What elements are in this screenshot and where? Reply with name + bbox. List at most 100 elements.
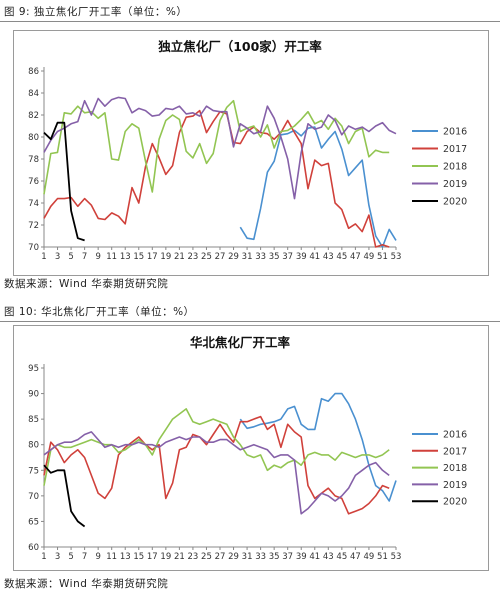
y-tick-label: 84 (28, 89, 39, 99)
x-tick-label: 41 (309, 252, 320, 262)
series-line-2017 (43, 109, 390, 248)
legend-label-2020: 2020 (443, 497, 467, 508)
x-tick-label: 35 (269, 552, 280, 562)
x-tick-label: 51 (377, 552, 388, 562)
y-tick-label: 85 (28, 415, 39, 425)
y-tick-label: 78 (28, 155, 39, 165)
x-tick-label: 25 (201, 552, 212, 562)
y-tick-label: 72 (28, 221, 39, 231)
x-tick-label: 37 (282, 552, 293, 562)
x-tick-label: 35 (269, 252, 280, 262)
legend-label-2019: 2019 (443, 480, 467, 491)
legend-label-2018: 2018 (443, 162, 467, 173)
chart-title: 华北焦化厂开工率 (190, 335, 291, 350)
x-tick-label: 13 (120, 252, 131, 262)
x-tick-label: 39 (296, 552, 307, 562)
series-line-2020 (43, 464, 86, 528)
x-tick-label: 45 (336, 252, 347, 262)
x-tick-label: 17 (147, 552, 158, 562)
x-tick-label: 1 (41, 252, 46, 262)
x-tick-label: 11 (106, 252, 117, 262)
series-line-2017 (43, 415, 390, 515)
figure-10-source: 数据来源：Wind 华泰期货研究院 (4, 578, 169, 590)
y-tick-label: 70 (28, 492, 39, 502)
y-tick-label: 65 (28, 517, 39, 527)
x-tick-label: 43 (323, 252, 334, 262)
y-tick-label: 80 (28, 441, 39, 451)
x-tick-label: 43 (323, 552, 334, 562)
x-tick-label: 21 (174, 552, 185, 562)
x-tick-label: 17 (147, 252, 158, 262)
series-line-2016 (239, 126, 397, 248)
x-tick-label: 23 (188, 252, 199, 262)
x-tick-label: 33 (255, 252, 266, 262)
x-tick-label: 31 (242, 252, 253, 262)
y-tick-label: 82 (28, 111, 39, 121)
x-tick-label: 45 (336, 552, 347, 562)
legend-label-2017: 2017 (443, 144, 467, 155)
x-tick-label: 53 (391, 552, 402, 562)
x-tick-label: 39 (296, 252, 307, 262)
x-tick-label: 1 (41, 552, 46, 562)
caption-divider (0, 21, 500, 22)
x-tick-label: 27 (215, 552, 226, 562)
figure-9-source: 数据来源：Wind 华泰期货研究院 (4, 278, 169, 290)
x-tick-label: 21 (174, 252, 185, 262)
x-tick-label: 15 (133, 552, 144, 562)
x-tick-label: 51 (377, 252, 388, 262)
chart-panel-2: 华北焦化厂开工率 60 65 70 75 80 85 90 95 1 3 5 7 9 11 13 15 17 19 2… (13, 325, 489, 571)
legend-label-2016: 2016 (443, 430, 467, 441)
x-tick-label: 7 (82, 252, 87, 262)
x-tick-label: 25 (201, 252, 212, 262)
x-tick-label: 49 (364, 552, 375, 562)
y-tick-label: 90 (28, 390, 39, 400)
y-tick-label: 86 (28, 67, 39, 77)
x-tick-label: 19 (160, 252, 171, 262)
x-tick-label: 29 (228, 252, 239, 262)
legend-label-2018: 2018 (443, 463, 467, 474)
x-tick-label: 53 (391, 252, 402, 262)
figure-10-caption: 图 10: 华北焦化厂开工率（单位：%） (4, 306, 195, 318)
series-line-2019 (43, 431, 390, 515)
y-tick-label: 70 (28, 243, 39, 253)
x-tick-label: 9 (95, 552, 100, 562)
x-tick-label: 13 (120, 552, 131, 562)
y-tick-label: 74 (28, 199, 39, 209)
x-tick-label: 5 (68, 552, 73, 562)
x-tick-label: 33 (255, 552, 266, 562)
x-tick-label: 19 (160, 552, 171, 562)
y-tick-label: 75 (28, 466, 39, 476)
x-tick-label: 3 (55, 552, 60, 562)
legend-label-2017: 2017 (443, 446, 467, 457)
figure-9-caption: 图 9: 独立焦化厂开工率（单位：%） (4, 6, 188, 18)
y-tick-label: 60 (28, 543, 39, 553)
series-line-2016 (239, 392, 397, 502)
x-tick-label: 37 (282, 252, 293, 262)
x-tick-label: 5 (68, 252, 73, 262)
chart-title: 独立焦化厂（100家）开工率 (157, 39, 322, 54)
series-line-2020 (43, 121, 85, 242)
x-tick-label: 3 (55, 252, 60, 262)
series-line-2018 (43, 408, 390, 486)
y-tick-label: 76 (28, 177, 39, 187)
x-tick-label: 41 (309, 552, 320, 562)
caption-divider (0, 321, 500, 322)
legend-label-2016: 2016 (443, 127, 467, 138)
x-tick-label: 15 (133, 252, 144, 262)
x-tick-label: 31 (242, 552, 253, 562)
x-tick-label: 47 (350, 552, 361, 562)
y-tick-label: 95 (28, 364, 39, 374)
legend-label-2019: 2019 (443, 179, 467, 190)
x-tick-label: 9 (95, 252, 100, 262)
x-tick-label: 49 (364, 252, 375, 262)
x-tick-label: 27 (215, 252, 226, 262)
x-tick-label: 29 (228, 552, 239, 562)
x-tick-label: 7 (82, 552, 87, 562)
series-line-2018 (43, 99, 390, 195)
legend-label-2020: 2020 (443, 197, 467, 208)
x-tick-label: 23 (188, 552, 199, 562)
series-line-2019 (43, 96, 397, 200)
chart-panel-1: 独立焦化厂（100家）开工率 70 72 74 76 78 80 82 84 86 1 3 5 7 9 11 1… (13, 30, 489, 276)
